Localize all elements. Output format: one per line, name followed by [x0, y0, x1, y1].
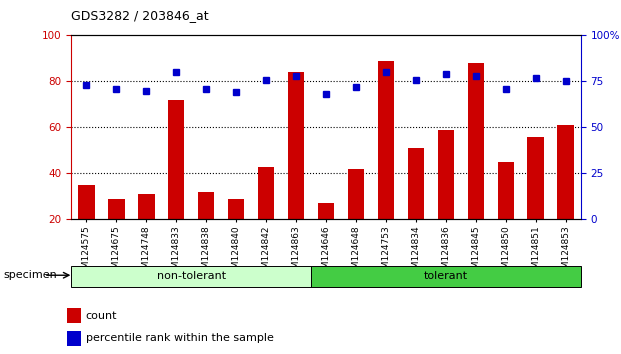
Text: tolerant: tolerant [424, 272, 468, 281]
Bar [407, 148, 424, 219]
Bar [288, 72, 304, 219]
Bar [168, 100, 184, 219]
Bar [78, 185, 94, 219]
Bar [497, 162, 514, 219]
Bar [558, 125, 574, 219]
Text: count: count [86, 311, 117, 321]
Bar [318, 203, 334, 219]
Bar [438, 130, 454, 219]
Bar [258, 166, 274, 219]
Bar [348, 169, 365, 219]
Bar [468, 63, 484, 219]
Text: non-tolerant: non-tolerant [156, 272, 226, 281]
Bar [67, 331, 81, 346]
Text: GDS3282 / 203846_at: GDS3282 / 203846_at [71, 9, 209, 22]
Bar [311, 266, 581, 287]
Text: specimen: specimen [3, 270, 57, 280]
Bar [527, 137, 544, 219]
Text: percentile rank within the sample: percentile rank within the sample [86, 333, 274, 343]
Bar [378, 61, 394, 219]
Bar [71, 266, 311, 287]
Bar [138, 194, 155, 219]
Bar [198, 192, 214, 219]
Bar [108, 199, 125, 219]
Bar [228, 199, 245, 219]
Bar [67, 308, 81, 323]
